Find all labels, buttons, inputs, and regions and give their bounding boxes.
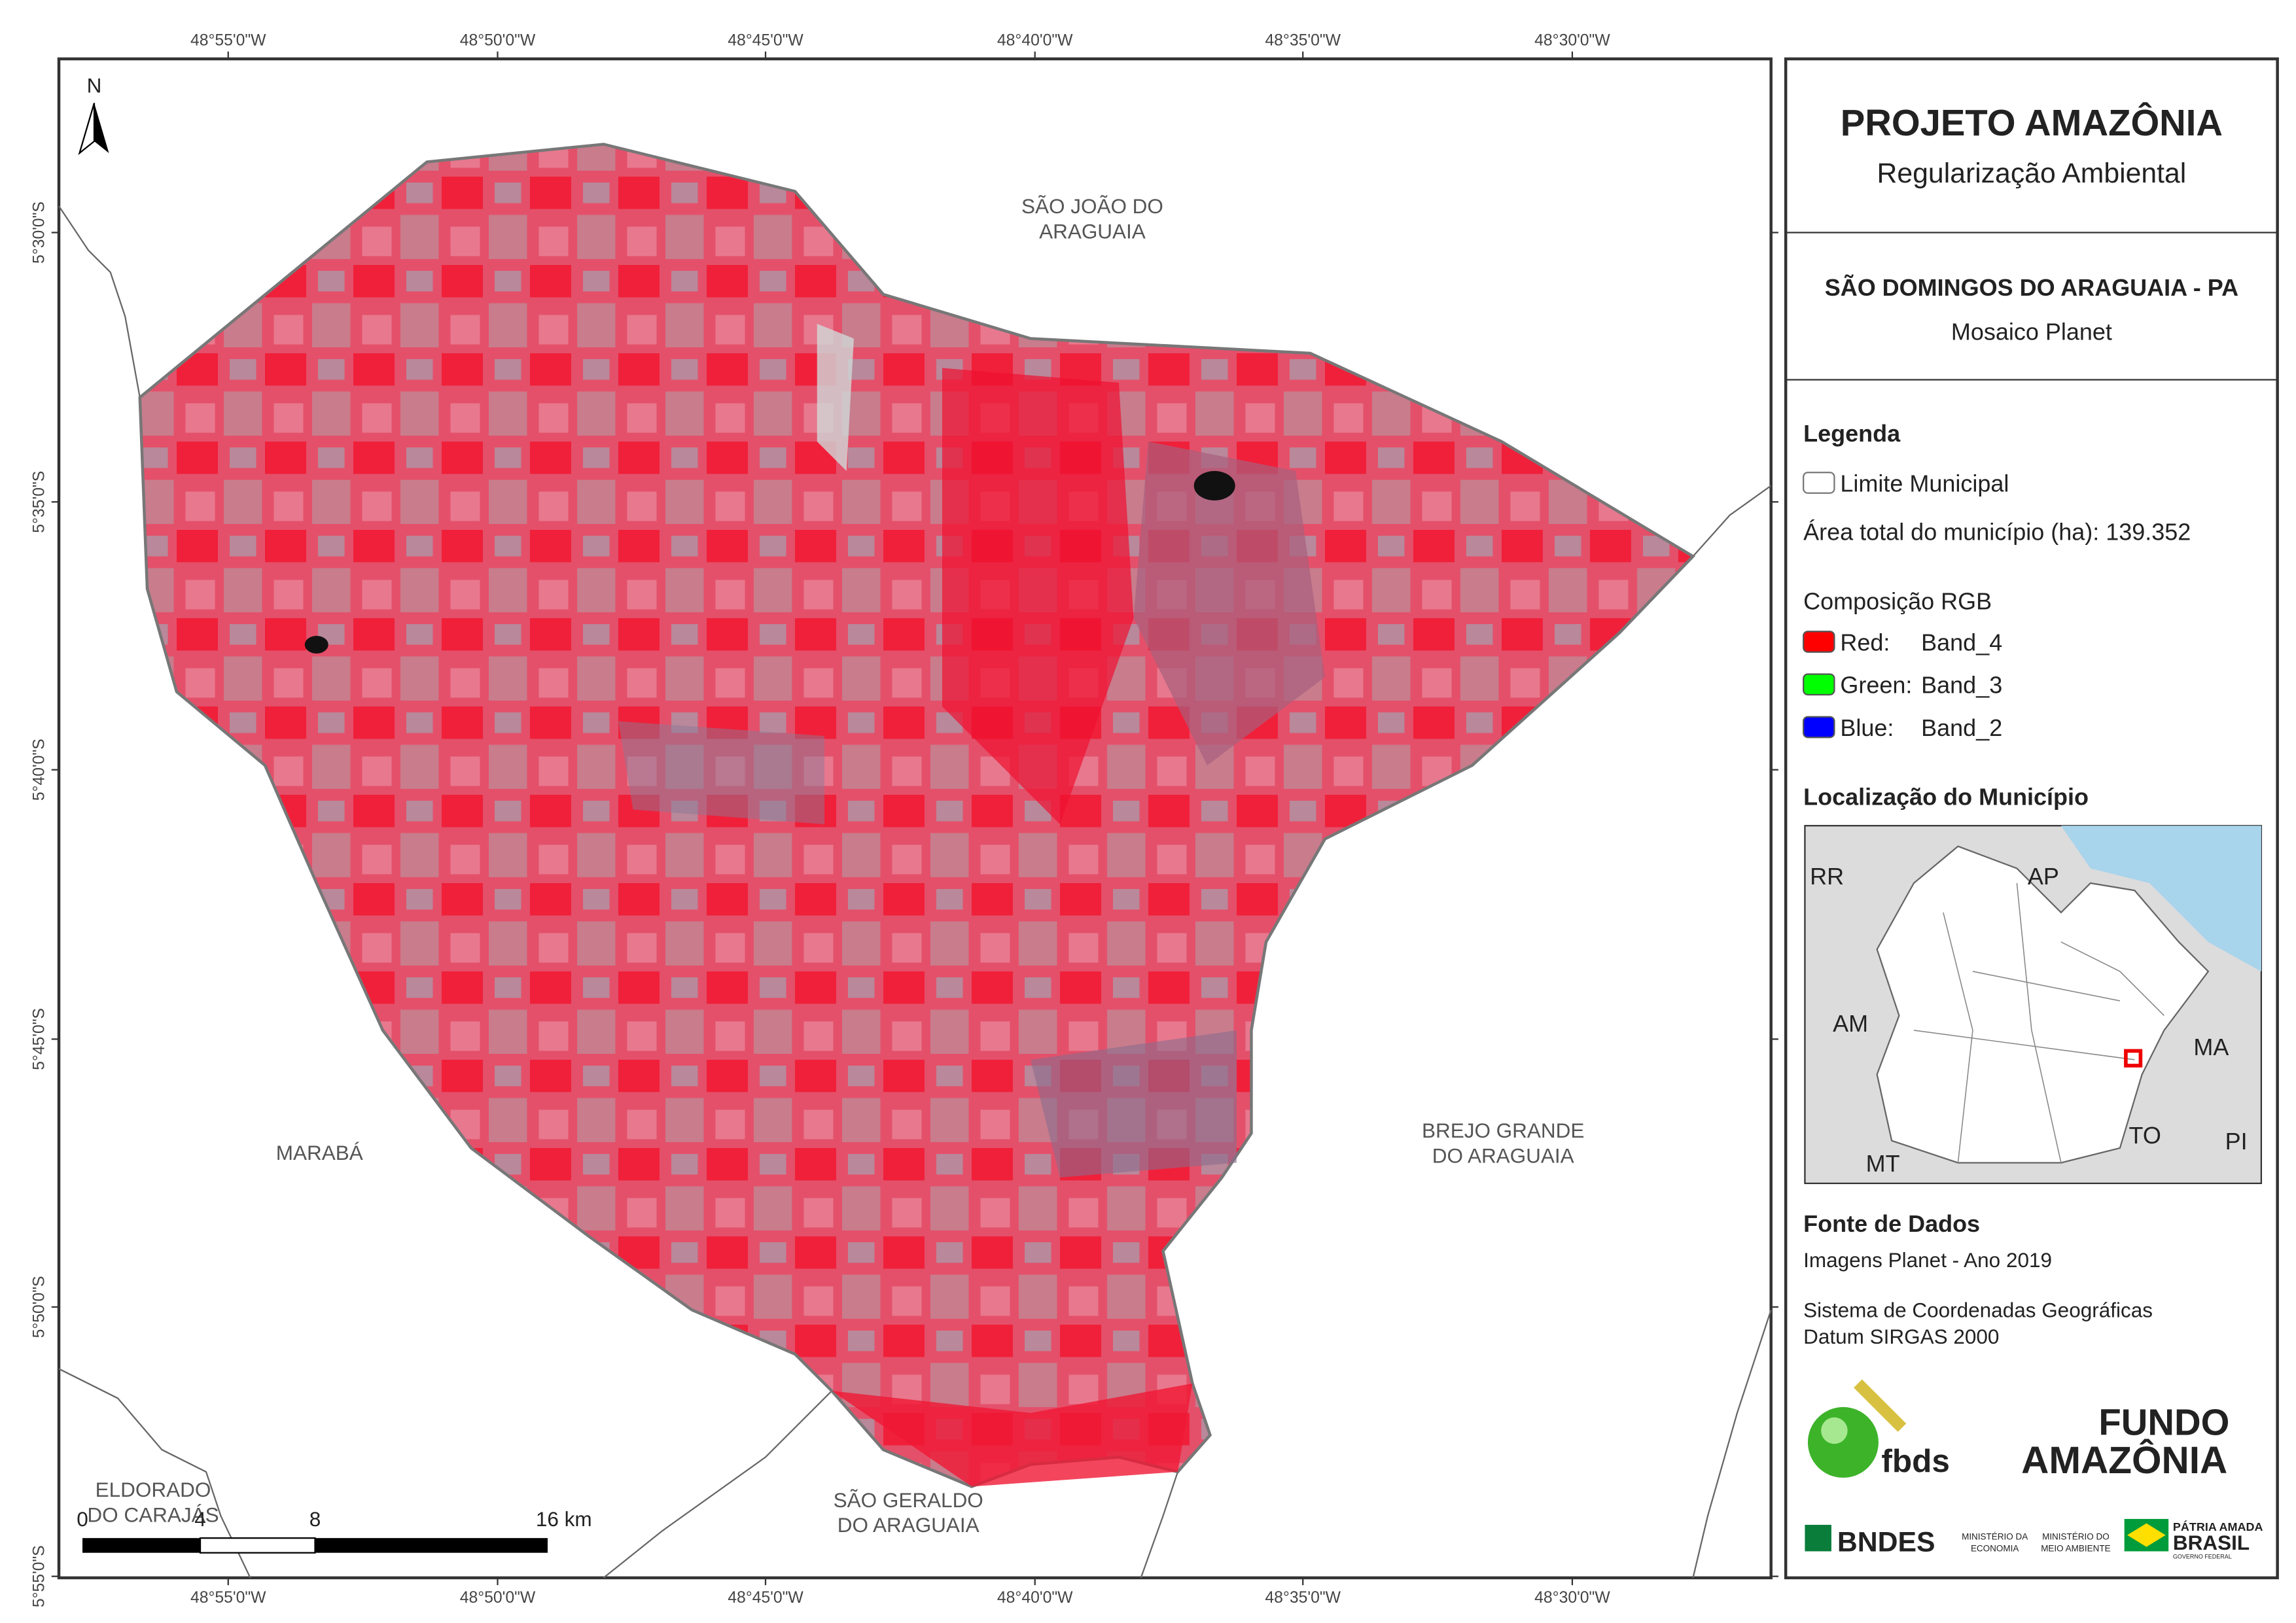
- state-label: MT: [1866, 1150, 1900, 1177]
- inset-map: [1804, 825, 2263, 1185]
- scale-label: 16 km: [536, 1507, 592, 1531]
- band-swatch: [1803, 631, 1835, 653]
- y-coord-label: 5°45'0"S: [31, 1008, 48, 1070]
- logos: fbds FUNDO AMAZÔNIA BNDES MINISTÉRIO DA …: [1805, 1379, 2263, 1560]
- legend-item: Composição RGB: [1803, 587, 1992, 614]
- place-name: SÃO GERALDO: [834, 1488, 983, 1512]
- scale-bar: 0 4 8 16 km: [77, 1507, 592, 1554]
- legend-item: Limite Municipal: [1840, 470, 2009, 497]
- legend-item: Área total do município (ha): 139.352: [1803, 519, 2191, 546]
- municipality: [138, 143, 1696, 1488]
- scale-label: 8: [309, 1507, 321, 1531]
- x-coord-label: 48°40'0"W: [997, 32, 1073, 50]
- band-name: Blue:: [1840, 714, 1894, 741]
- y-coord-label: 5°40'0"S: [31, 739, 48, 801]
- source-text: Imagens Planet - Ano 2019: [1803, 1248, 2052, 1272]
- subtitle: Regularização Ambiental: [1877, 158, 2187, 189]
- x-coord-label: 48°35'0"W: [1265, 1589, 1341, 1607]
- state-label: RR: [1810, 863, 1844, 890]
- mosaic: Mosaico Planet: [1951, 319, 2112, 345]
- logo-ministry: MINISTÉRIO DO: [2042, 1531, 2110, 1541]
- place-name: ELDORADO: [96, 1478, 211, 1501]
- logo-brasil: GOVERNO FEDERAL: [2173, 1554, 2232, 1560]
- legend-title: Legenda: [1803, 420, 1901, 447]
- place-name: DO ARAGUAIA: [838, 1513, 980, 1537]
- place-name: DO CARAJÁS: [87, 1503, 219, 1526]
- title: PROJETO AMAZÔNIA: [1841, 102, 2223, 143]
- logo-bndes: BNDES: [1837, 1526, 1935, 1558]
- band-swatch: [1803, 716, 1835, 739]
- band-swatch: [1803, 673, 1835, 696]
- place-name: DO ARAGUAIA: [1432, 1143, 1574, 1167]
- scale-label: 0: [77, 1507, 88, 1531]
- state-label: AP: [2028, 863, 2059, 890]
- x-coord-label: 48°30'0"W: [1534, 1589, 1610, 1607]
- source-text: Sistema de Coordenadas Geográficas: [1803, 1299, 2153, 1322]
- north-label: N: [87, 74, 102, 97]
- band-value: Band_4: [1921, 629, 2002, 655]
- imagery-patches: [304, 323, 1325, 1487]
- band-value: Band_3: [1921, 672, 2002, 699]
- boundary-swatch: [1803, 472, 1835, 494]
- y-coord-label: 5°30'0"S: [31, 201, 48, 264]
- state-label: TO: [2128, 1122, 2161, 1149]
- bands: Red: Band_4 Green: Band_3 Blue: Band_2: [1803, 629, 2002, 741]
- y-coord-label: 5°50'0"S: [31, 1276, 48, 1338]
- x-coord-label: 48°30'0"W: [1534, 32, 1610, 50]
- neighbour-boundaries: [58, 205, 1772, 1579]
- x-coord-label: 48°50'0"W: [460, 1589, 536, 1607]
- source-text: Datum SIRGAS 2000: [1803, 1325, 1999, 1348]
- x-coord-label: 48°45'0"W: [728, 32, 804, 50]
- logo-ministry: MEIO AMBIENTE: [2041, 1543, 2110, 1553]
- panel-frame: [1784, 57, 2279, 1580]
- place-name: SÃO JOÃO DO: [1021, 194, 1163, 218]
- state-label: MA: [2193, 1034, 2229, 1060]
- state-labels: RR AP AM MA TO PI MT: [1810, 863, 2247, 1177]
- band-name: Green:: [1840, 672, 1912, 699]
- place-name: BREJO GRANDE: [1422, 1119, 1584, 1142]
- scale-label: 4: [194, 1507, 206, 1531]
- state-label: AM: [1833, 1010, 1868, 1037]
- location-title: Localização do Município: [1803, 784, 2089, 811]
- logo-ministry: MINISTÉRIO DA: [1962, 1531, 2028, 1541]
- logo-fundo: FUNDO: [2098, 1402, 2229, 1443]
- y-coord-label: 5°35'0"S: [31, 471, 48, 533]
- band-name: Red:: [1840, 629, 1890, 655]
- logo-fundo: AMAZÔNIA: [2021, 1438, 2227, 1482]
- state-label: PI: [2225, 1128, 2248, 1155]
- x-coord-label: 48°40'0"W: [997, 1589, 1073, 1607]
- municipality: SÃO DOMINGOS DO ARAGUAIA - PA: [1825, 274, 2238, 301]
- coordinates: 48°55'0"W 48°55'0"W 48°50'0"W 48°50'0"W 48°4…: [31, 32, 1778, 1607]
- band-value: Band_2: [1921, 714, 2002, 741]
- x-coord-label: 48°50'0"W: [460, 32, 536, 50]
- logo-brasil: BRASIL: [2173, 1531, 2250, 1554]
- sources-title: Fonte de Dados: [1803, 1210, 1980, 1237]
- logo-brasil: PÁTRIA AMADA: [2173, 1520, 2263, 1533]
- logo-ministry: ECONOMIA: [1971, 1543, 2019, 1553]
- x-coord-label: 48°55'0"W: [190, 1589, 266, 1607]
- place-name: ARAGUAIA: [1039, 219, 1146, 243]
- x-coord-label: 48°55'0"W: [190, 32, 266, 50]
- x-coord-label: 48°45'0"W: [728, 1589, 804, 1607]
- y-coord-label: 5°55'0"S: [31, 1545, 48, 1607]
- x-coord-label: 48°35'0"W: [1265, 32, 1341, 50]
- place-name: MARABÁ: [276, 1141, 363, 1164]
- logo-fbds: fbds: [1881, 1443, 1949, 1479]
